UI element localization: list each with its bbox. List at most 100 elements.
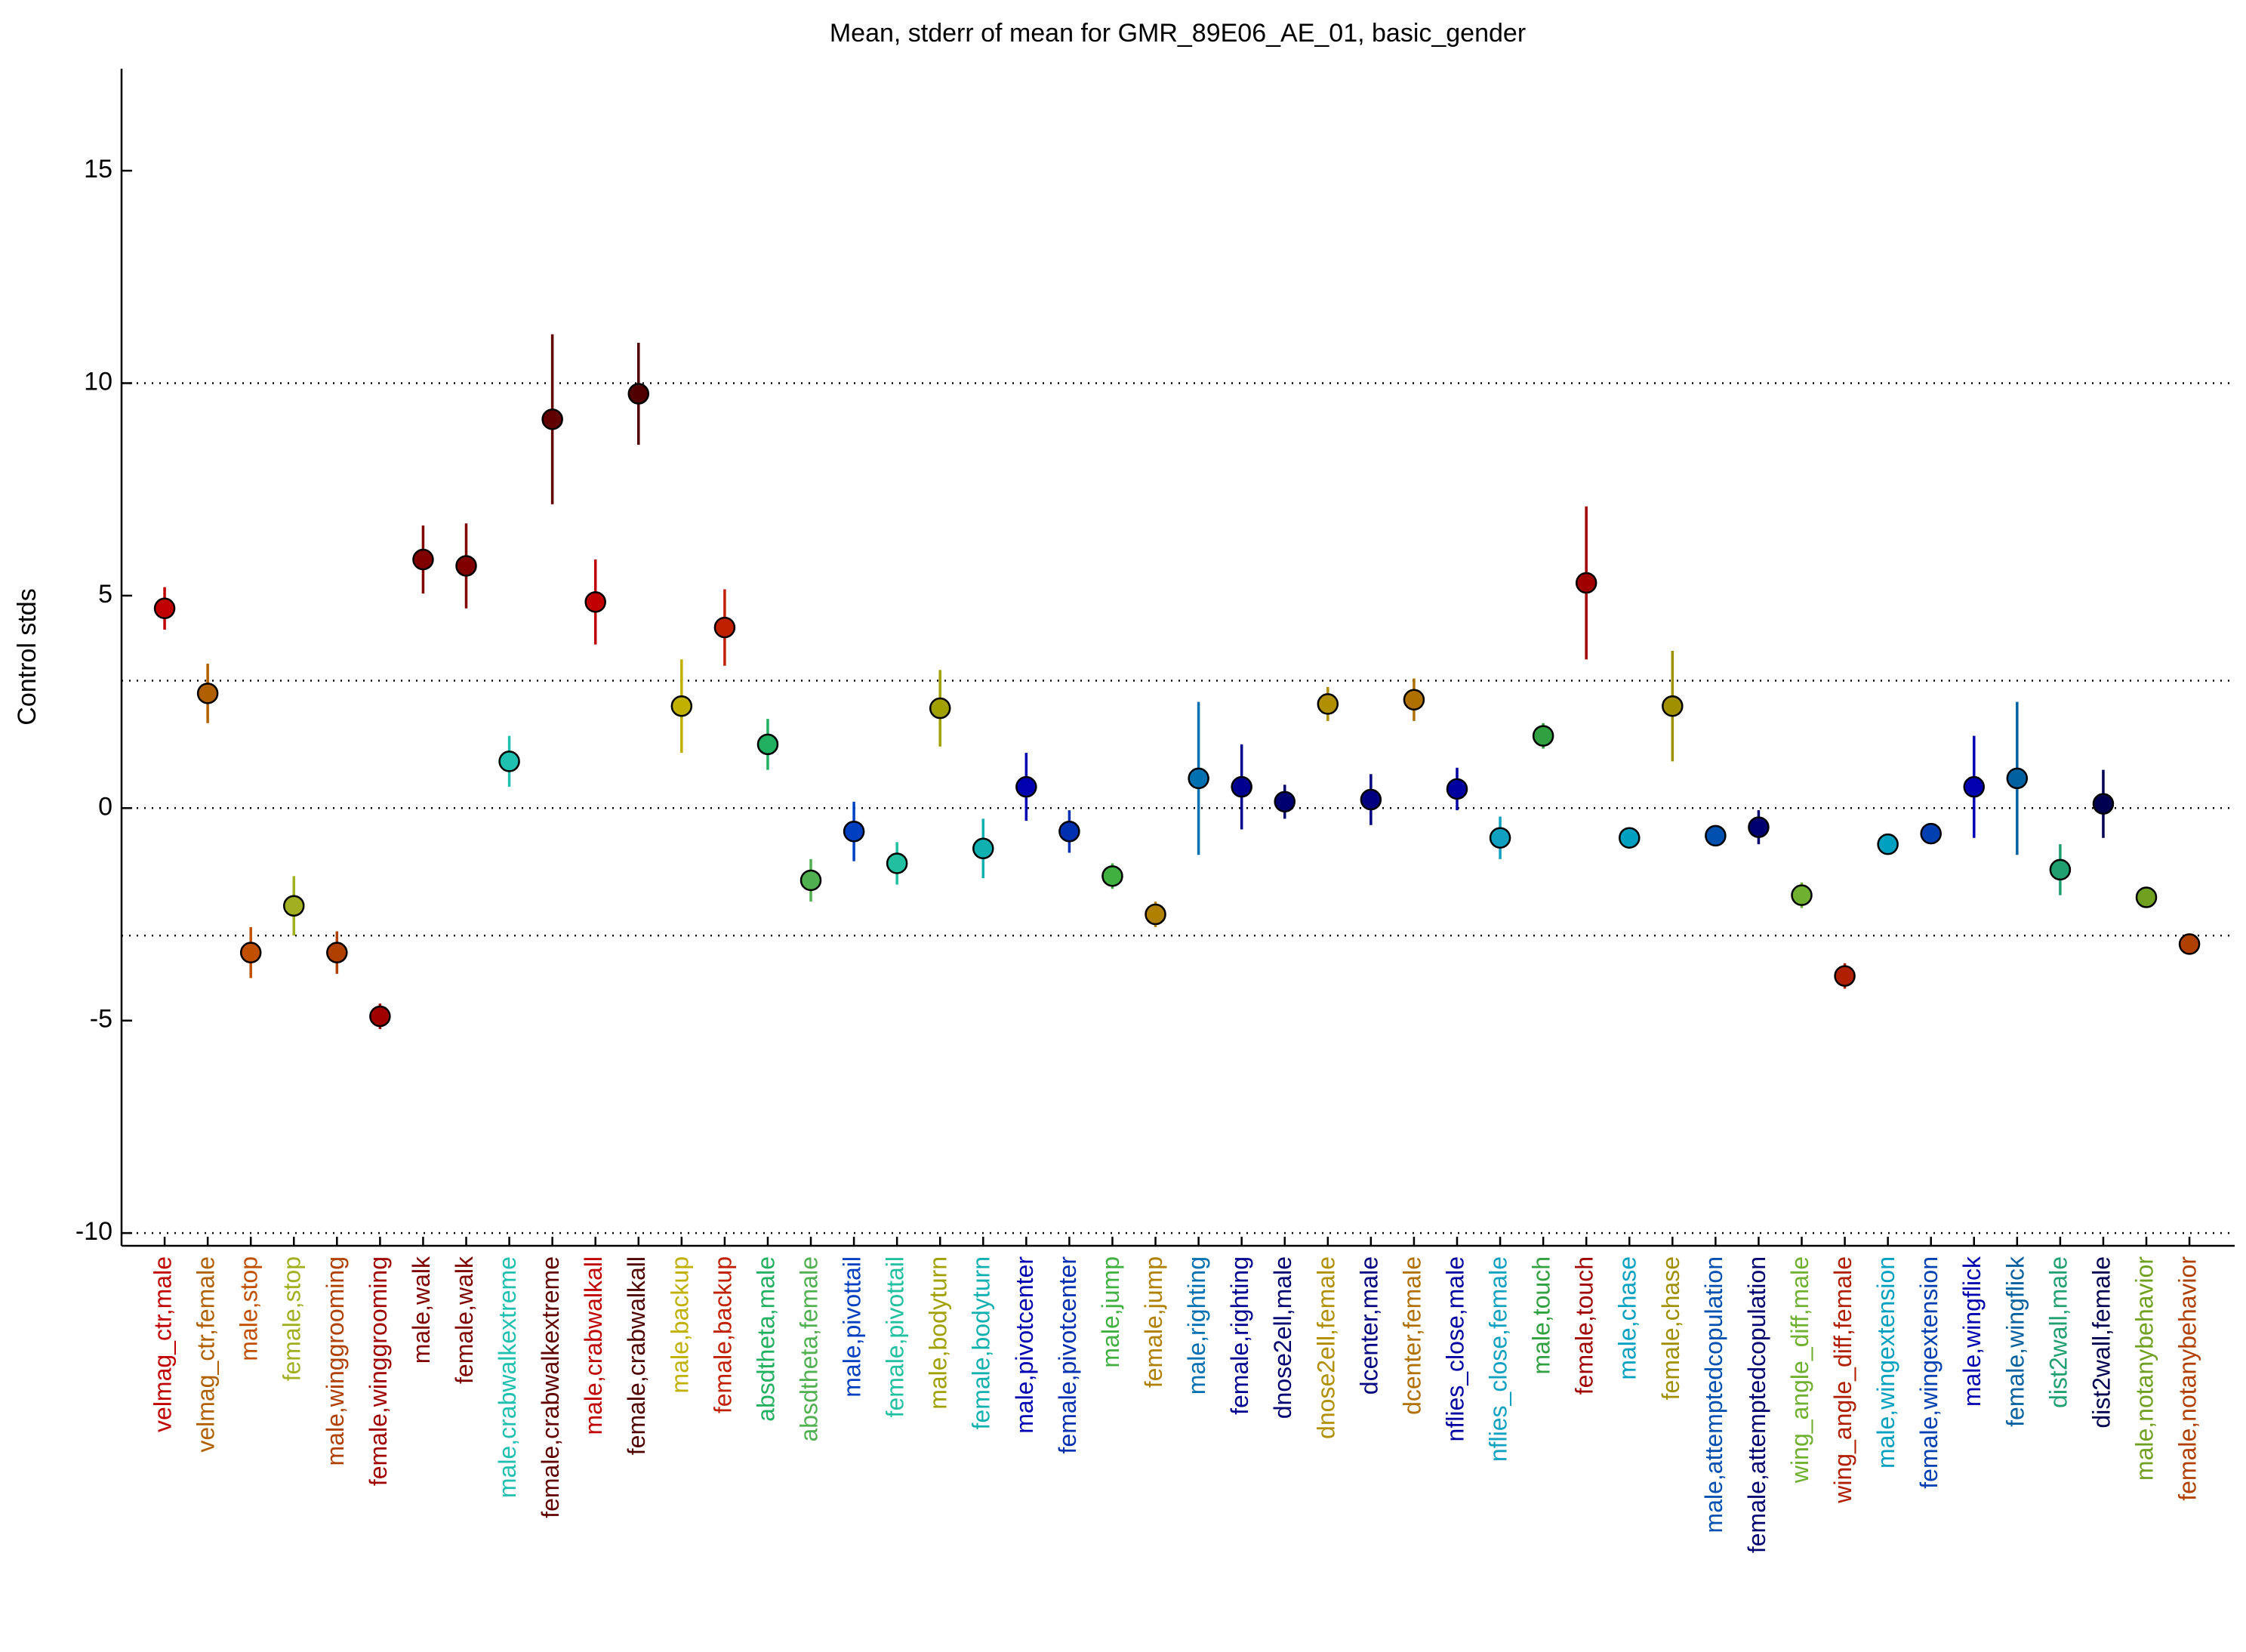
mean-marker (1748, 816, 1770, 838)
mean-marker (1618, 827, 1641, 849)
mean-marker (713, 616, 736, 639)
mean-marker (1188, 767, 1209, 790)
x-tick-label: male,bodyturn (925, 1256, 952, 1410)
y-tick-label: 10 (84, 367, 112, 396)
chart-title: Mean, stderr of mean for GMR_89E06_AE_01… (830, 19, 1526, 48)
mean-marker (886, 852, 908, 874)
x-tick-label: absdtheta,female (795, 1256, 822, 1442)
y-axis-label: Control stds (13, 588, 42, 725)
x-tick-label: female,crabwalkall (623, 1256, 650, 1455)
x-tick-label: female,notanybehavior (2174, 1256, 2201, 1501)
x-tick-label: female,stop (279, 1256, 306, 1381)
x-tick-label: female,winggrooming (365, 1256, 392, 1486)
mean-marker (1920, 822, 1942, 845)
x-tick-label: female,chase (1657, 1256, 1684, 1400)
x-tick-label: male,crabwalkextreme (494, 1256, 521, 1498)
x-tick-label: nflies_close,male (1441, 1256, 1468, 1441)
y-tick-label: 0 (98, 792, 112, 821)
mean-marker (1403, 689, 1425, 711)
x-tick-label: male,wingextension (1872, 1256, 1899, 1469)
mean-marker (369, 1005, 391, 1028)
mean-marker (800, 869, 822, 892)
x-tick-label: male,backup (666, 1256, 693, 1393)
x-tick-label: absdtheta,male (752, 1256, 779, 1422)
x-tick-label: male,winggrooming (322, 1256, 349, 1466)
mean-marker (584, 591, 606, 613)
mean-marker (670, 695, 693, 717)
mean-marker (1963, 775, 1986, 798)
mean-marker (627, 383, 650, 405)
x-tick-label: female,touch (1571, 1256, 1598, 1395)
x-tick-label: female,jump (1140, 1256, 1167, 1388)
mean-marker (1145, 903, 1166, 926)
x-tick-label: female,wingflick (2001, 1256, 2029, 1427)
mean-marker (2049, 858, 2072, 881)
x-tick-label: female,wingextension (1915, 1256, 1943, 1489)
x-tick-label: nflies_close,female (1485, 1256, 1512, 1462)
x-tick-label: female,crabwalkextreme (537, 1256, 564, 1518)
y-tick-label: 15 (84, 155, 112, 183)
mean-marker (2135, 886, 2158, 908)
x-tick-label: male,jump (1097, 1256, 1124, 1368)
mean-marker (1317, 693, 1339, 715)
x-tick-label: male,wingflick (1958, 1256, 1986, 1407)
x-tick-label: dist2wall,male (2044, 1256, 2072, 1408)
mean-marker (1274, 791, 1296, 813)
x-tick-label: female,bodyturn (968, 1256, 995, 1429)
mean-marker (843, 821, 865, 843)
x-tick-label: velmag_ctr,male (149, 1256, 177, 1432)
x-tick-label: female,pivottail (882, 1256, 909, 1417)
x-tick-label: male,attemptedcopulation (1700, 1256, 1727, 1533)
x-tick-label: male,touch (1528, 1256, 1555, 1375)
mean-marker (455, 555, 477, 577)
x-tick-label: velmag_ctr,female (193, 1256, 220, 1453)
x-tick-label: male,walk (408, 1256, 435, 1364)
mean-marker (412, 548, 434, 571)
mean-marker (1231, 775, 1252, 798)
mean-marker (2006, 767, 2029, 790)
x-tick-label: male,pivotcenter (1011, 1256, 1038, 1434)
x-tick-label: dcenter,female (1398, 1256, 1425, 1415)
x-tick-label: male,righting (1183, 1256, 1210, 1395)
mean-marker (283, 895, 305, 917)
mean-marker (1877, 833, 1899, 855)
x-tick-label: female,righting (1226, 1256, 1253, 1415)
mean-marker (1662, 695, 1684, 717)
mean-marker (1705, 824, 1727, 847)
mean-marker (1489, 827, 1511, 849)
x-tick-label: male,chase (1614, 1256, 1641, 1380)
mean-marker (1791, 884, 1813, 906)
mean-marker (1101, 865, 1123, 887)
mean-marker (1360, 788, 1382, 811)
mean-marker (1575, 572, 1597, 594)
x-tick-label: dist2wall,female (2087, 1256, 2115, 1429)
x-tick-label: dcenter,male (1355, 1256, 1382, 1395)
x-tick-label: dnose2ell,male (1269, 1256, 1296, 1419)
mean-marker (1834, 965, 1856, 987)
x-tick-label: male,crabwalkall (580, 1256, 607, 1435)
y-tick-label: -10 (75, 1217, 112, 1246)
x-tick-label: female,attemptedcopulation (1743, 1256, 1770, 1553)
mean-marker (196, 683, 219, 704)
mean-marker (1058, 821, 1080, 843)
mean-marker (498, 750, 520, 772)
x-tick-label: wing_angle_diff,female (1829, 1256, 1856, 1504)
x-tick-label: female,walk (451, 1256, 478, 1384)
mean-marker (2178, 933, 2201, 955)
mean-marker (929, 697, 951, 720)
x-tick-label: wing_angle_diff,male (1786, 1256, 1813, 1484)
mean-marker (541, 408, 563, 430)
mean-marker (1446, 778, 1468, 800)
x-tick-label: dnose2ell,female (1312, 1256, 1339, 1439)
x-tick-label: male,notanybehavior (2130, 1256, 2158, 1481)
mean-marker (153, 597, 176, 620)
mean-marker (326, 942, 348, 963)
y-tick-label: 5 (98, 580, 112, 609)
y-tick-label: -5 (90, 1005, 112, 1034)
mean-marker (1015, 775, 1037, 798)
mean-marker (1532, 725, 1554, 747)
x-tick-label: female,backup (709, 1256, 736, 1413)
mean-marker (756, 733, 779, 756)
mean-marker (239, 942, 262, 963)
